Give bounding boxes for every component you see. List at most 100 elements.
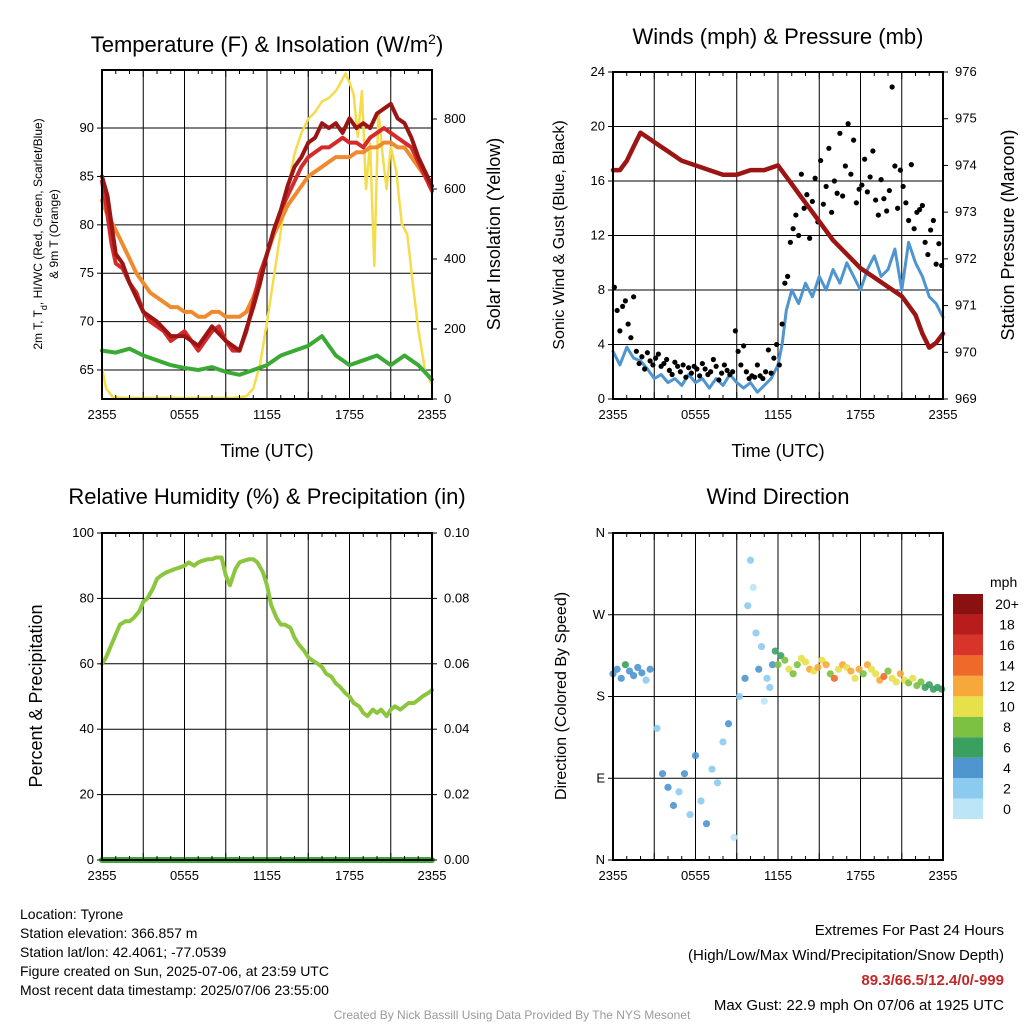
x-tick-label: 0555 xyxy=(681,868,710,883)
direction-point xyxy=(653,724,661,732)
temperature-xlabel: Time (UTC) xyxy=(220,441,313,461)
series-pressure xyxy=(610,130,946,350)
direction-point xyxy=(658,770,667,778)
extremes-values: 89.3/66.5/12.4/0/-999 xyxy=(861,972,1004,989)
speed-colorbar: 0 2 4 6 8 10 12 14 16 18 20+ xyxy=(953,594,1019,819)
colorbar-swatch xyxy=(953,757,983,779)
direction-point xyxy=(744,602,752,610)
y-tick-label: 75 xyxy=(80,265,94,280)
x-tick-label: 0555 xyxy=(170,868,199,883)
direction-point xyxy=(730,833,738,841)
x-tick-label: 1155 xyxy=(764,407,792,422)
latlon-text: Station lat/lon: 42.4061; -77.0539 xyxy=(20,944,227,960)
direction-point xyxy=(741,674,749,682)
direction-point xyxy=(884,667,892,675)
gust-point xyxy=(884,208,890,214)
x-tick-label: 2355 xyxy=(929,407,958,422)
y-tick-label: 0 xyxy=(87,852,94,867)
winds-ticks: 2355 0555 1155 1755 235504812162024969970971… xyxy=(591,64,977,422)
gust-point xyxy=(664,356,670,363)
gust-point xyxy=(922,239,928,245)
x-tick-label: 2355 xyxy=(929,868,958,883)
direction-point xyxy=(708,765,716,773)
y2-tick-label: 0.10 xyxy=(444,525,469,540)
temperature-ylabel-line1: 2m T, Td, HI/WC (Red, Green, Scarlet/Blu… xyxy=(31,118,49,349)
gust-point xyxy=(796,232,802,239)
y2-tick-label: 972 xyxy=(955,251,977,266)
direction-point xyxy=(719,738,727,746)
direction-point xyxy=(746,556,755,564)
colorbar-swatch xyxy=(953,737,983,758)
direction-point xyxy=(771,647,779,655)
gust-point xyxy=(633,348,639,354)
gust-point xyxy=(911,226,917,232)
gust-point xyxy=(763,369,769,375)
gust-point xyxy=(650,362,656,368)
gust-point xyxy=(823,183,829,190)
gust-point xyxy=(881,196,887,202)
gust-point xyxy=(716,377,722,383)
colorbar-tick-label: 14 xyxy=(999,658,1015,674)
temperature-ylabel-line2: & 9m T (Orange) xyxy=(47,189,61,279)
gust-point xyxy=(804,192,810,198)
gust-point xyxy=(614,307,620,314)
x-tick-label: 0555 xyxy=(681,407,710,422)
direction-point xyxy=(646,665,654,673)
direction-point xyxy=(896,670,904,678)
gust-point xyxy=(864,189,870,195)
direction-point xyxy=(713,779,722,787)
gust-point xyxy=(765,347,771,353)
gust-point xyxy=(710,356,716,363)
winds-xlabel: Time (UTC) xyxy=(731,441,824,461)
gust-point xyxy=(779,321,785,327)
direction-point xyxy=(763,674,771,682)
gust-point xyxy=(831,178,837,184)
y2-tick-label: 0.02 xyxy=(444,787,469,802)
direction-point xyxy=(892,678,900,686)
humidity-ticks: 2355 0555 1155 1755 23550204060801000.000.02… xyxy=(72,525,469,883)
gust-point xyxy=(886,187,892,194)
gust-point xyxy=(697,373,703,379)
y-tick-label: 80 xyxy=(80,217,94,232)
direction-point xyxy=(766,683,774,692)
gust-point xyxy=(845,121,851,127)
gust-point xyxy=(647,358,653,364)
direction-point xyxy=(859,670,867,678)
winds-title: Winds (mph) & Pressure (mb) xyxy=(633,24,924,49)
gust-point xyxy=(743,369,749,375)
y2-tick-label: 974 xyxy=(955,157,977,172)
colorbar-tick-label: 2 xyxy=(1003,780,1011,796)
direction-point xyxy=(830,674,838,682)
gust-point xyxy=(669,371,675,378)
gust-point xyxy=(936,241,942,247)
direction-point xyxy=(675,788,683,796)
x-tick-label: 1755 xyxy=(846,407,875,422)
gust-point xyxy=(628,335,634,341)
max-gust-text: Max Gust: 22.9 mph On 07/06 at 1925 UTC xyxy=(713,997,1004,1014)
x-tick-label: 0555 xyxy=(170,407,199,422)
gust-point xyxy=(653,355,659,361)
gust-point xyxy=(771,355,777,361)
x-tick-label: 1755 xyxy=(335,407,364,422)
elevation-text: Station elevation: 366.857 m xyxy=(20,925,198,941)
gust-point xyxy=(853,200,859,206)
gust-point xyxy=(694,366,700,372)
gust-point xyxy=(774,341,780,348)
y-tick-label: W xyxy=(593,607,606,622)
gust-point xyxy=(840,193,846,199)
y-tick-label: N xyxy=(596,852,605,867)
gust-point xyxy=(732,328,738,334)
gust-point xyxy=(842,163,848,169)
gust-point xyxy=(699,360,705,367)
gust-point xyxy=(917,207,923,213)
y2-tick-label: 400 xyxy=(444,251,466,266)
gust-point xyxy=(702,366,708,372)
extremes-title: Extremes For Past 24 Hours xyxy=(814,922,1004,939)
direction-point xyxy=(630,672,638,680)
gust-point xyxy=(930,217,936,224)
gust-point xyxy=(798,171,804,177)
gust-point xyxy=(875,212,881,218)
y2-tick-label: 800 xyxy=(444,111,466,126)
y2-tick-label: 0.08 xyxy=(444,590,469,605)
